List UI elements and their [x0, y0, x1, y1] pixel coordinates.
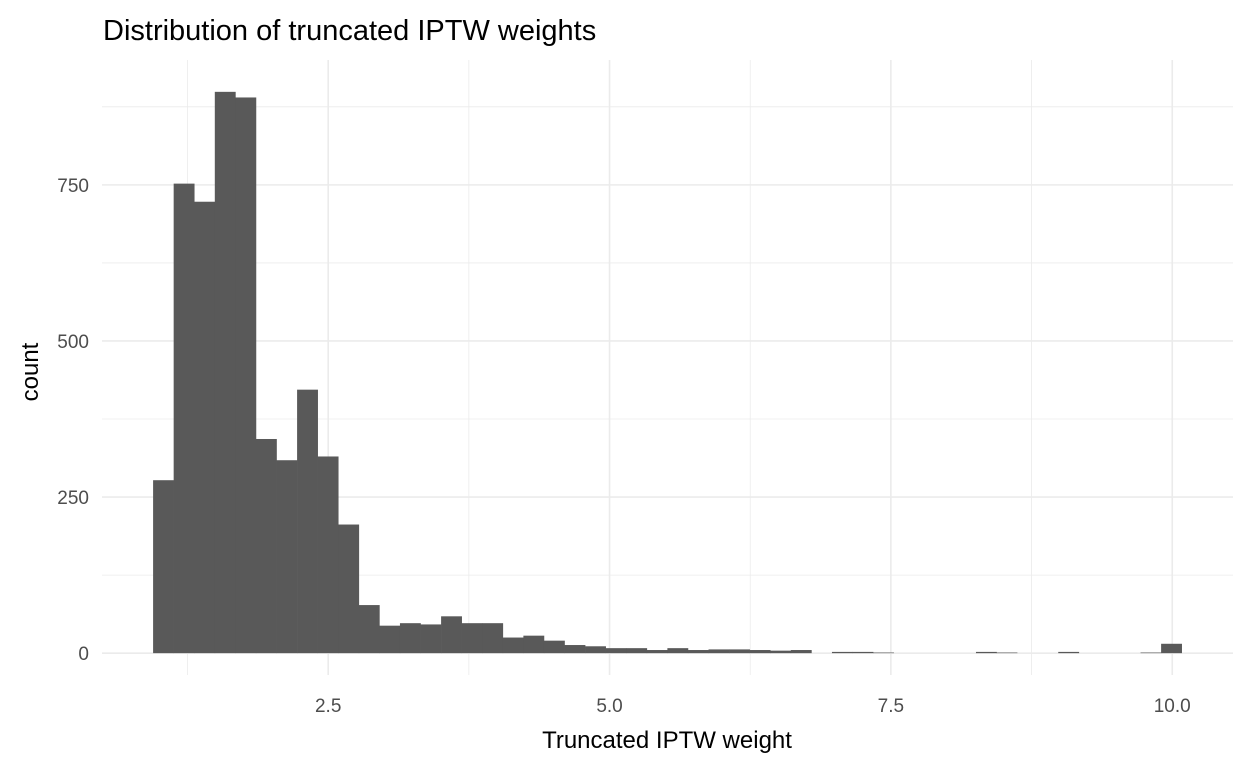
y-tick-label: 500 — [57, 332, 89, 353]
histogram-bar — [255, 438, 277, 654]
histogram-bar — [626, 648, 648, 654]
tick-labels: 2.5 5.0 7.5 10.0 0 250 500 750 — [57, 176, 1190, 717]
histogram-bar — [852, 651, 874, 654]
y-tick-label: 0 — [78, 644, 89, 665]
histogram-bar — [708, 649, 730, 654]
histogram-bar — [585, 646, 606, 654]
histogram-bar — [790, 650, 812, 654]
histogram-bar — [420, 624, 442, 654]
histogram-bar — [441, 616, 462, 654]
x-tick-label: 7.5 — [878, 696, 904, 717]
y-axis-label: count — [17, 342, 44, 401]
x-tick-label: 10.0 — [1154, 696, 1191, 717]
histogram-bar — [564, 645, 586, 654]
bars — [153, 91, 1182, 654]
histogram-bar — [873, 652, 894, 654]
histogram-bar — [729, 649, 750, 654]
histogram-bar — [1161, 643, 1182, 654]
y-tick-label: 250 — [57, 488, 89, 509]
histogram-bar — [749, 650, 771, 654]
x-tick-label: 2.5 — [315, 696, 341, 717]
x-tick-label: 5.0 — [596, 696, 622, 717]
histogram-bar — [214, 91, 236, 654]
histogram-bar — [153, 480, 174, 654]
histogram-bar — [667, 648, 689, 654]
histogram-bar — [975, 651, 997, 654]
histogram-bar — [605, 648, 627, 654]
histogram-bar — [1140, 652, 1162, 654]
histogram-bar — [646, 650, 668, 654]
histogram-bar — [358, 605, 380, 654]
histogram-bar — [482, 623, 504, 654]
histogram-bar — [523, 635, 545, 654]
histogram-bar — [338, 524, 360, 654]
histogram-bar — [996, 652, 1018, 654]
histogram-bar — [461, 623, 483, 654]
histogram-bar — [687, 650, 709, 654]
histogram-bar — [317, 456, 339, 654]
histogram-bar — [399, 623, 421, 654]
histogram-bar — [543, 640, 565, 654]
histogram-bar — [1058, 651, 1080, 654]
histogram-bar — [770, 650, 792, 654]
histogram-bar — [297, 389, 318, 654]
x-axis-label: Truncated IPTW weight — [542, 727, 792, 754]
histogram-bar — [276, 460, 298, 654]
chart-title: Distribution of truncated IPTW weights — [103, 15, 596, 47]
histogram-bar — [235, 97, 257, 654]
histogram-bar — [831, 651, 853, 654]
histogram-bar — [502, 637, 524, 654]
histogram-bar — [379, 625, 401, 654]
histogram-bar — [194, 201, 216, 654]
y-tick-label: 750 — [57, 176, 89, 197]
histogram-bar — [173, 183, 195, 654]
